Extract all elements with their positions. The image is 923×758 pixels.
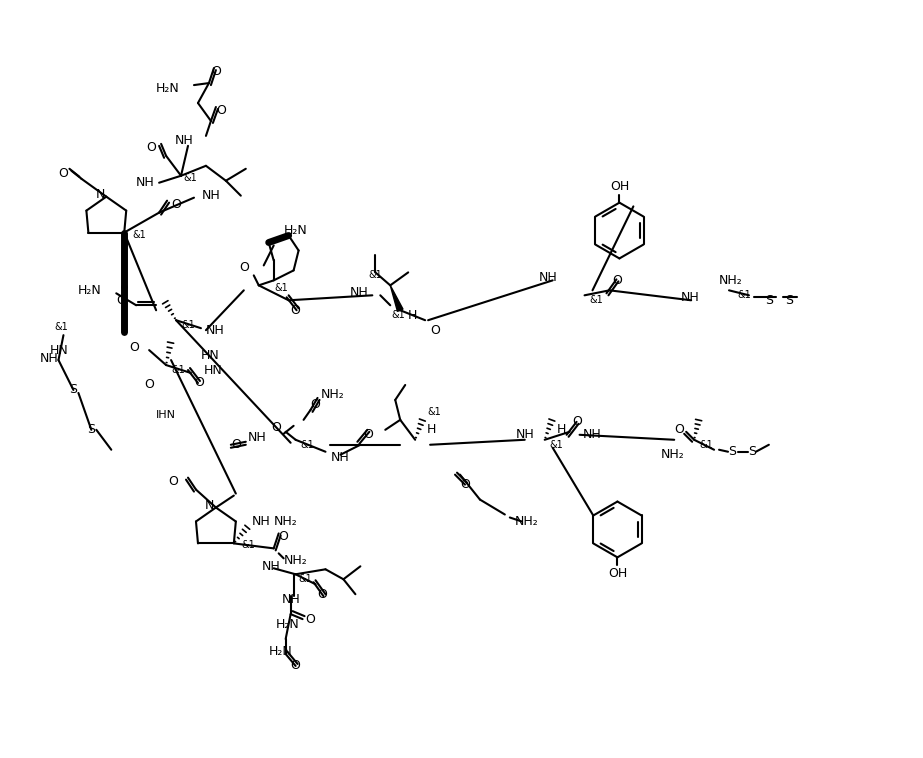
Text: NH: NH	[282, 593, 300, 606]
Text: O: O	[231, 438, 241, 451]
Text: S: S	[69, 384, 78, 396]
Text: S: S	[728, 445, 736, 459]
Text: OH: OH	[608, 567, 627, 581]
Text: O: O	[211, 64, 221, 77]
Text: O: O	[168, 475, 178, 488]
Text: NH: NH	[136, 176, 154, 190]
Text: NH: NH	[40, 352, 58, 365]
Text: NH: NH	[330, 451, 349, 464]
Text: NH: NH	[516, 428, 534, 441]
Text: O: O	[364, 428, 373, 441]
Text: S: S	[785, 294, 793, 307]
Text: HN: HN	[204, 364, 222, 377]
Text: O: O	[291, 659, 301, 672]
Text: &1: &1	[550, 440, 563, 449]
Text: &1: &1	[275, 283, 289, 293]
Text: O: O	[144, 378, 154, 391]
Text: H: H	[408, 309, 417, 321]
Text: NH: NH	[175, 134, 194, 147]
Text: &1: &1	[183, 173, 197, 183]
Text: H₂N: H₂N	[276, 618, 300, 631]
Text: H: H	[427, 423, 437, 437]
Text: O: O	[146, 141, 156, 155]
Text: NH: NH	[262, 560, 281, 573]
Text: H: H	[557, 423, 566, 437]
Text: NH₂: NH₂	[274, 515, 297, 528]
Text: NH₂: NH₂	[515, 515, 538, 528]
Text: &1: &1	[242, 540, 256, 550]
Text: NH: NH	[252, 515, 270, 528]
Text: O: O	[291, 304, 301, 317]
Text: S: S	[748, 445, 756, 459]
Text: O: O	[430, 324, 440, 337]
Text: H₂N: H₂N	[78, 283, 102, 297]
Text: O: O	[572, 415, 582, 428]
Text: NH: NH	[680, 291, 699, 304]
Text: O: O	[613, 274, 622, 287]
Text: &1: &1	[737, 290, 750, 300]
Text: NH₂: NH₂	[661, 448, 684, 461]
Text: NH₂: NH₂	[283, 554, 307, 567]
Text: NH: NH	[582, 428, 601, 441]
Text: O: O	[675, 423, 684, 437]
Text: H₂N: H₂N	[269, 646, 293, 659]
Text: NH: NH	[350, 286, 368, 299]
Text: NH₂: NH₂	[719, 274, 743, 287]
Text: O: O	[171, 198, 181, 211]
Text: NH: NH	[202, 190, 221, 202]
Text: H₂N: H₂N	[283, 224, 307, 237]
Text: &1: &1	[301, 440, 315, 449]
Text: &1: &1	[299, 575, 312, 584]
Text: NH: NH	[539, 271, 557, 284]
Text: IHN: IHN	[156, 410, 176, 420]
Text: O: O	[310, 399, 320, 412]
Text: O: O	[58, 168, 68, 180]
Text: S: S	[88, 423, 95, 437]
Text: N: N	[205, 499, 215, 512]
Text: O: O	[216, 105, 226, 117]
Text: N: N	[96, 188, 105, 201]
Text: &1: &1	[699, 440, 713, 449]
Text: &1: &1	[54, 322, 68, 332]
Text: OH: OH	[610, 180, 629, 193]
Text: O: O	[460, 478, 470, 491]
Text: HN: HN	[201, 349, 220, 362]
Text: &1: &1	[132, 230, 146, 240]
Text: O: O	[306, 612, 316, 625]
Text: NH₂: NH₂	[320, 388, 344, 402]
Text: &1: &1	[391, 310, 405, 320]
Text: O: O	[194, 377, 204, 390]
Text: NH: NH	[206, 324, 224, 337]
Text: O: O	[116, 294, 126, 307]
Text: O: O	[270, 421, 281, 434]
Text: &1: &1	[181, 320, 195, 330]
Text: HN: HN	[50, 343, 69, 356]
Text: O: O	[129, 340, 139, 354]
Text: S: S	[765, 294, 773, 307]
Text: O: O	[318, 587, 328, 600]
Text: &1: &1	[427, 407, 441, 417]
Text: &1: &1	[368, 271, 382, 280]
Text: &1: &1	[171, 365, 185, 375]
Text: H₂N: H₂N	[155, 82, 179, 95]
Polygon shape	[390, 285, 403, 312]
Text: NH: NH	[247, 431, 267, 444]
Text: O: O	[279, 530, 289, 543]
Text: &1: &1	[590, 296, 604, 305]
Text: O: O	[239, 261, 249, 274]
